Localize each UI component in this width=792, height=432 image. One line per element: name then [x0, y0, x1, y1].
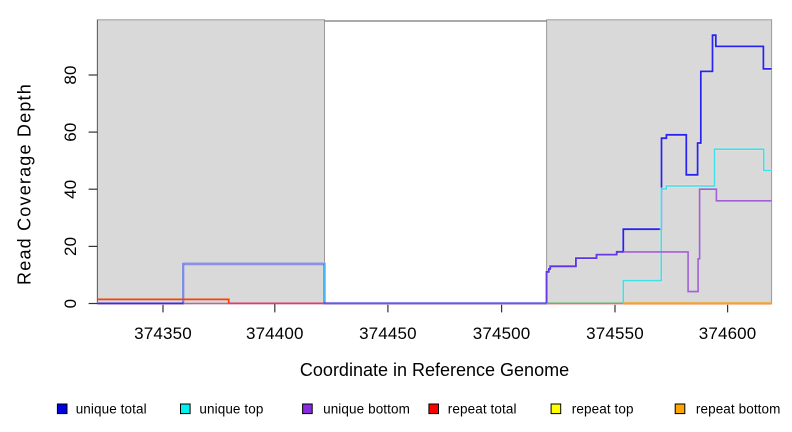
- svg-text:40: 40: [61, 180, 80, 199]
- svg-text:0: 0: [61, 299, 80, 309]
- svg-text:repeat total: repeat total: [448, 401, 517, 416]
- svg-text:374500: 374500: [473, 324, 531, 343]
- svg-text:Read Coverage Depth: Read Coverage Depth: [15, 83, 35, 285]
- svg-text:20: 20: [61, 237, 80, 256]
- svg-text:374450: 374450: [359, 324, 417, 343]
- svg-text:374600: 374600: [699, 324, 757, 343]
- svg-text:374550: 374550: [586, 324, 644, 343]
- svg-text:80: 80: [61, 65, 80, 84]
- svg-text:unique bottom: unique bottom: [323, 401, 410, 416]
- svg-text:374400: 374400: [246, 324, 304, 343]
- svg-text:repeat top: repeat top: [572, 401, 634, 416]
- svg-text:unique top: unique top: [199, 401, 263, 416]
- svg-text:unique total: unique total: [76, 401, 147, 416]
- svg-text:repeat bottom: repeat bottom: [696, 401, 781, 416]
- svg-text:Coordinate in Reference Genome: Coordinate in Reference Genome: [300, 360, 569, 380]
- svg-text:60: 60: [61, 122, 80, 141]
- svg-text:374350: 374350: [134, 324, 192, 343]
